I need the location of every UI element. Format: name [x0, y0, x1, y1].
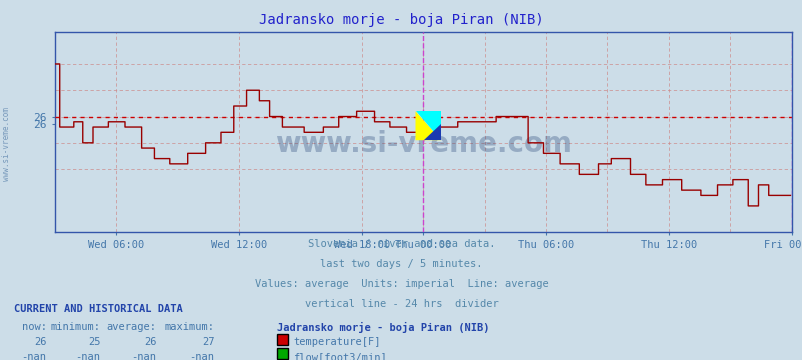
Text: 26: 26: [144, 337, 156, 347]
Text: now:: now:: [22, 322, 47, 332]
Text: -nan: -nan: [132, 352, 156, 360]
Text: Slovenia / river and sea data.: Slovenia / river and sea data.: [307, 239, 495, 249]
Text: 27: 27: [201, 337, 214, 347]
Text: -nan: -nan: [75, 352, 100, 360]
Text: maximum:: maximum:: [164, 322, 214, 332]
Text: last two days / 5 minutes.: last two days / 5 minutes.: [320, 259, 482, 269]
Text: -nan: -nan: [189, 352, 214, 360]
Text: -nan: -nan: [22, 352, 47, 360]
Polygon shape: [415, 111, 440, 140]
Text: vertical line - 24 hrs  divider: vertical line - 24 hrs divider: [304, 299, 498, 309]
Text: www.si-vreme.com: www.si-vreme.com: [274, 130, 571, 158]
Text: minimum:: minimum:: [51, 322, 100, 332]
Text: 25: 25: [87, 337, 100, 347]
Text: average:: average:: [107, 322, 156, 332]
Text: www.si-vreme.com: www.si-vreme.com: [2, 107, 11, 181]
Text: CURRENT AND HISTORICAL DATA: CURRENT AND HISTORICAL DATA: [14, 304, 183, 314]
Text: 26: 26: [34, 337, 47, 347]
Text: Values: average  Units: imperial  Line: average: Values: average Units: imperial Line: av…: [254, 279, 548, 289]
Polygon shape: [424, 124, 440, 140]
Text: Jadransko morje - boja Piran (NIB): Jadransko morje - boja Piran (NIB): [259, 13, 543, 27]
Polygon shape: [415, 111, 440, 140]
Text: Jadransko morje - boja Piran (NIB): Jadransko morje - boja Piran (NIB): [277, 322, 489, 333]
Text: temperature[F]: temperature[F]: [293, 337, 380, 347]
Text: flow[foot3/min]: flow[foot3/min]: [293, 352, 387, 360]
